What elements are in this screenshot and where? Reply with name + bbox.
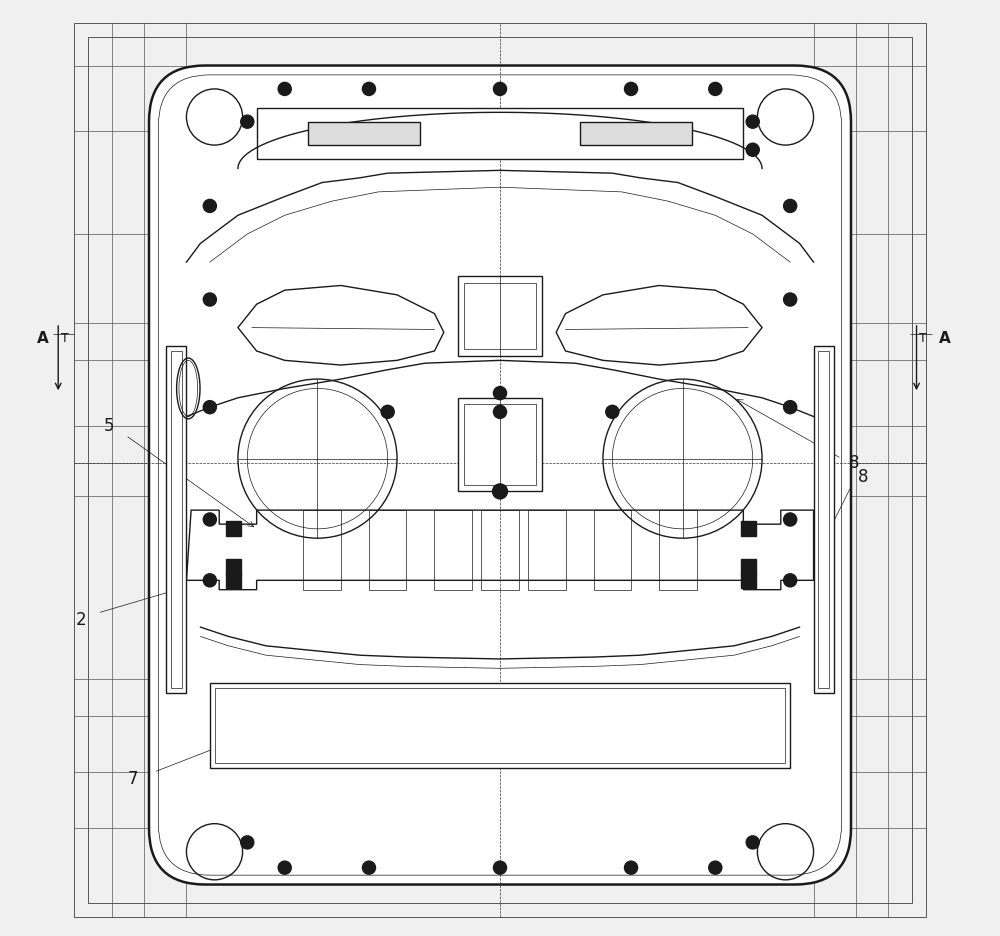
Circle shape bbox=[784, 574, 797, 587]
Bar bbox=[210, 683, 790, 768]
Circle shape bbox=[784, 199, 797, 212]
Bar bbox=[215, 688, 785, 763]
Circle shape bbox=[746, 836, 759, 849]
Bar bbox=[166, 346, 186, 693]
Bar bbox=[171, 351, 182, 688]
Bar bbox=[88, 37, 912, 903]
Text: 7: 7 bbox=[128, 769, 138, 788]
Circle shape bbox=[606, 405, 619, 418]
Bar bbox=[257, 108, 743, 159]
Circle shape bbox=[278, 861, 291, 874]
Text: T: T bbox=[61, 332, 69, 345]
Circle shape bbox=[493, 387, 507, 400]
Bar bbox=[369, 510, 406, 590]
Circle shape bbox=[241, 115, 254, 128]
Circle shape bbox=[624, 861, 638, 874]
Circle shape bbox=[203, 513, 216, 526]
Circle shape bbox=[203, 293, 216, 306]
Circle shape bbox=[203, 401, 216, 414]
Bar bbox=[226, 559, 241, 574]
Circle shape bbox=[746, 115, 759, 128]
Text: 5: 5 bbox=[104, 417, 114, 435]
Text: A: A bbox=[37, 331, 49, 346]
Circle shape bbox=[493, 405, 507, 418]
Circle shape bbox=[493, 484, 507, 499]
Circle shape bbox=[362, 82, 376, 95]
Bar bbox=[814, 346, 834, 693]
Bar bbox=[226, 521, 241, 536]
Bar bbox=[257, 108, 743, 159]
Circle shape bbox=[493, 861, 507, 874]
Circle shape bbox=[784, 401, 797, 414]
Text: T: T bbox=[919, 332, 927, 345]
Circle shape bbox=[746, 143, 759, 156]
Bar bbox=[166, 346, 186, 693]
Text: 8: 8 bbox=[849, 454, 859, 473]
Bar bbox=[741, 559, 756, 574]
Circle shape bbox=[493, 82, 507, 95]
Bar bbox=[226, 573, 241, 588]
Bar bbox=[481, 510, 519, 590]
Text: 2: 2 bbox=[75, 610, 86, 629]
Bar bbox=[303, 510, 341, 590]
Circle shape bbox=[709, 861, 722, 874]
Circle shape bbox=[203, 574, 216, 587]
Circle shape bbox=[624, 82, 638, 95]
Text: A: A bbox=[939, 331, 950, 346]
Bar bbox=[659, 510, 697, 590]
Circle shape bbox=[784, 513, 797, 526]
Bar bbox=[594, 510, 631, 590]
Bar bbox=[814, 346, 834, 693]
Bar bbox=[741, 573, 756, 588]
Circle shape bbox=[362, 861, 376, 874]
Circle shape bbox=[241, 836, 254, 849]
Bar bbox=[434, 510, 472, 590]
Circle shape bbox=[784, 293, 797, 306]
Bar bbox=[458, 276, 542, 356]
Circle shape bbox=[203, 199, 216, 212]
Bar bbox=[464, 404, 536, 485]
Bar bbox=[528, 510, 566, 590]
Circle shape bbox=[278, 82, 291, 95]
FancyBboxPatch shape bbox=[149, 66, 851, 885]
Bar bbox=[308, 122, 420, 145]
Bar bbox=[464, 283, 536, 349]
Bar bbox=[458, 398, 542, 491]
Text: 8: 8 bbox=[858, 468, 868, 487]
Bar bbox=[580, 122, 692, 145]
Circle shape bbox=[381, 405, 394, 418]
Bar bbox=[741, 521, 756, 536]
Circle shape bbox=[709, 82, 722, 95]
Bar bbox=[818, 351, 829, 688]
